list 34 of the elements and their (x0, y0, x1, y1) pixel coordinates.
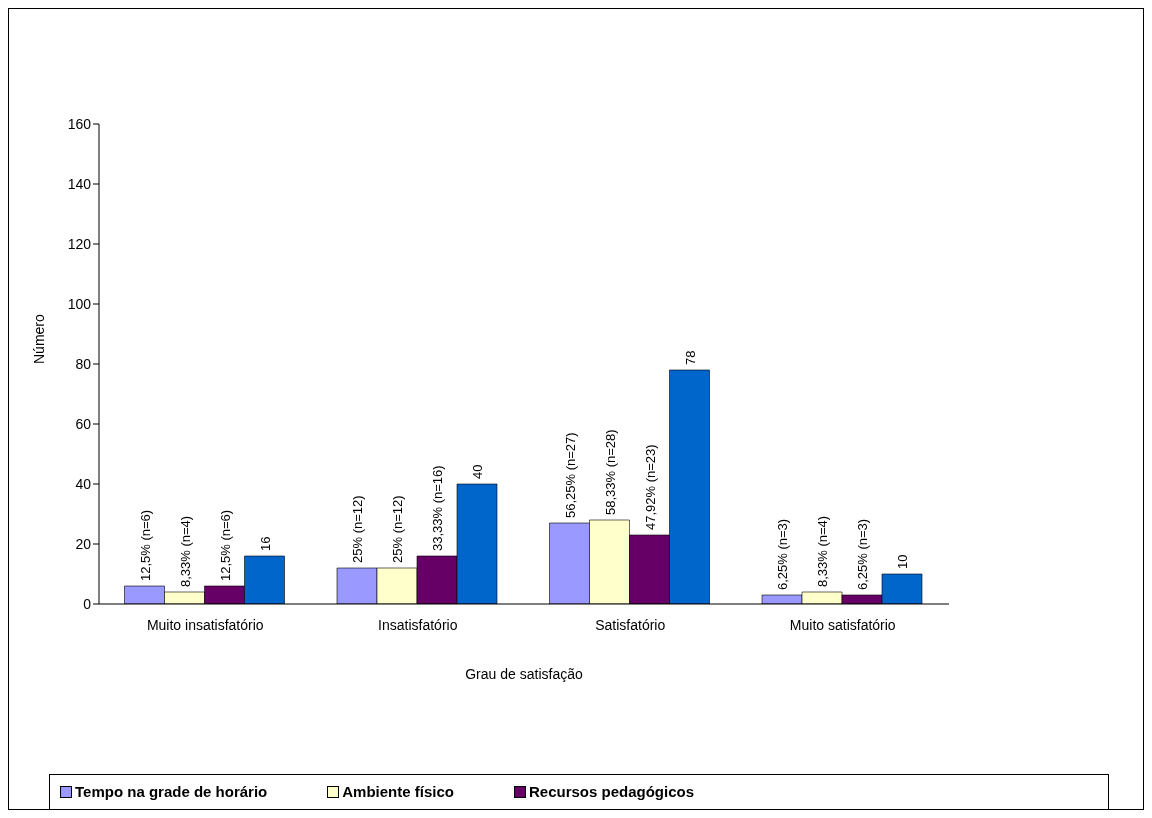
y-tick-label: 0 (83, 595, 92, 612)
data-label: 10 (895, 554, 910, 569)
data-label: 6,25% (n=3) (855, 518, 870, 590)
legend-label: Recursos pedagógicos (528, 783, 694, 800)
data-label: 78 (682, 350, 698, 365)
x-tick-label: Insatisfatório (378, 616, 458, 633)
y-tick-label: 20 (75, 535, 92, 552)
y-tick-label: 140 (67, 175, 92, 192)
y-tick-label: 80 (75, 355, 92, 372)
data-label: 12,5% (n=6) (217, 509, 233, 581)
y-tick-label: 60 (75, 415, 92, 432)
data-label: 58,33% (n=28) (602, 429, 618, 515)
data-label: 40 (470, 464, 485, 479)
y-tick-label: 100 (67, 295, 92, 312)
data-label: 33,33% (n=16) (430, 465, 445, 551)
data-label: 6,25% (n=3) (775, 518, 790, 590)
data-label: 12,5% (n=6) (137, 509, 153, 581)
y-tick-label: 160 (67, 115, 92, 132)
data-label: 8,33% (n=4) (177, 515, 193, 587)
y-tick-label: 120 (67, 235, 92, 252)
data-label: 25% (n=12) (350, 495, 365, 563)
data-label: 25% (n=12) (390, 495, 405, 563)
data-label: 47,92% (n=23) (642, 444, 658, 530)
x-axis-title: Grau de satisfação (465, 666, 583, 682)
y-tick-label: 40 (75, 475, 92, 492)
data-label: 56,25% (n=27) (562, 432, 578, 518)
y-axis-title: Número (30, 313, 47, 364)
legend-label: Tempo na grade de horário (75, 783, 268, 800)
data-label: 8,33% (n=4) (815, 515, 830, 587)
legend-label: Ambiente físico (342, 783, 454, 800)
x-tick-label: Muito insatisfatório (146, 616, 264, 633)
x-tick-label: Muito satisfatório (789, 616, 896, 633)
x-tick-label: Satisfatório (595, 616, 666, 633)
data-label: 16 (257, 536, 273, 551)
